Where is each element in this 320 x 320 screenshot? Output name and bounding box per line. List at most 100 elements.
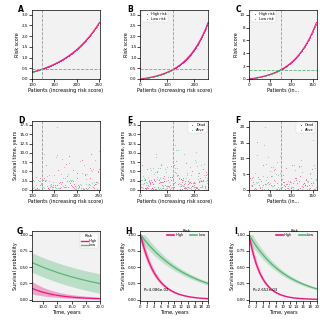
Point (25, 71, 30, 76)
Point (177, 63, 182, 68)
Point (70, 50, 75, 55)
Point (156, 73, 161, 78)
Point (271, 182, 276, 188)
Point (299, 157, 304, 162)
Point (203, 27, 208, 32)
Point (264, 161, 269, 166)
Point (176, 63, 181, 68)
Point (181, 59, 186, 64)
Point (146, 183, 151, 188)
Point (11, 178, 16, 183)
Point (13, 73, 19, 78)
Point (201, 31, 206, 36)
Point (167, 179, 172, 184)
Point (27, 70, 32, 75)
Point (73, 48, 78, 53)
Point (41, 66, 46, 71)
Point (280, 66, 285, 71)
Point (80, 187, 85, 192)
Point (298, 164, 303, 169)
Point (81, 163, 86, 168)
Point (23, 163, 28, 168)
Point (181, 60, 186, 65)
Point (173, 170, 179, 175)
Point (273, 70, 278, 75)
Point (289, 184, 294, 189)
Point (311, 26, 316, 31)
Point (194, 44, 199, 49)
Point (144, 166, 149, 171)
Point (38, 180, 44, 186)
Point (42, 178, 47, 183)
Point (189, 51, 194, 56)
Point (265, 186, 270, 191)
Point (50, 186, 55, 191)
Point (185, 56, 190, 61)
Point (279, 177, 284, 182)
Point (84, 37, 89, 42)
Point (169, 185, 174, 190)
Point (305, 39, 310, 44)
Point (254, 75, 259, 80)
Point (74, 47, 79, 52)
Point (26, 182, 31, 187)
Point (47, 179, 52, 184)
Point (170, 185, 175, 190)
Point (172, 184, 177, 189)
Point (179, 182, 184, 187)
Point (143, 179, 148, 184)
Point (196, 180, 202, 185)
Point (48, 181, 53, 187)
Point (142, 185, 147, 190)
Point (196, 170, 202, 175)
Point (140, 186, 146, 191)
Point (312, 166, 317, 171)
Point (39, 181, 44, 187)
Point (263, 182, 268, 187)
Point (180, 186, 185, 191)
Point (6, 182, 11, 187)
Point (250, 183, 255, 188)
Point (32, 179, 37, 184)
Point (7, 182, 12, 187)
Point (309, 182, 314, 187)
Point (155, 177, 160, 182)
Point (292, 163, 297, 168)
Point (267, 182, 272, 187)
Point (171, 186, 176, 191)
Point (268, 164, 273, 170)
Point (60, 57, 65, 62)
Point (92, 182, 97, 188)
X-axis label: Patients (increasing risk score): Patients (increasing risk score) (137, 88, 212, 93)
Point (154, 73, 159, 78)
Point (200, 179, 205, 184)
Point (139, 185, 144, 190)
Point (304, 184, 309, 189)
Point (149, 74, 155, 79)
Point (80, 171, 85, 176)
Point (203, 184, 208, 189)
Point (144, 186, 149, 191)
Point (180, 179, 185, 184)
Point (266, 187, 271, 192)
Point (4, 75, 9, 80)
Point (83, 38, 88, 44)
Point (57, 59, 62, 64)
Point (162, 71, 167, 76)
X-axis label: Time, years: Time, years (52, 310, 80, 315)
Point (269, 183, 275, 188)
Point (37, 67, 43, 72)
Point (193, 44, 198, 50)
Point (147, 75, 152, 80)
Point (252, 186, 258, 191)
Point (286, 182, 292, 187)
Point (10, 74, 15, 79)
Point (178, 62, 183, 67)
Point (31, 69, 36, 74)
Point (161, 71, 166, 76)
Point (50, 183, 55, 188)
Point (177, 180, 182, 185)
Point (185, 173, 190, 178)
Point (178, 176, 183, 181)
Point (262, 181, 268, 187)
